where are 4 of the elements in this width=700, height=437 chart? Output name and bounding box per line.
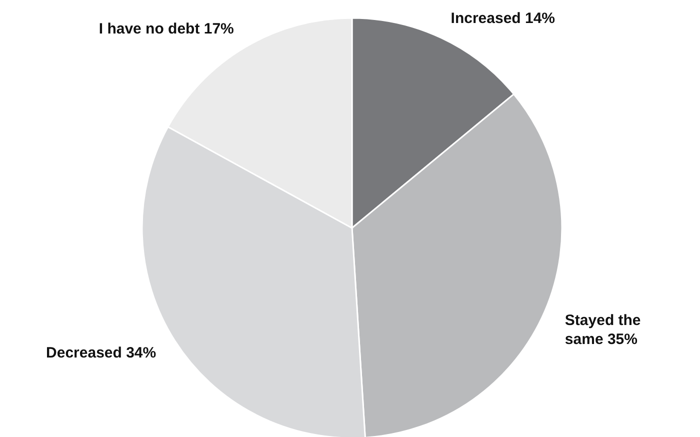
slice-label: I have no debt 17% [98, 20, 234, 38]
slice-label: Increased 14% [450, 10, 556, 28]
slice-label: Stayed the same 35% [564, 312, 641, 348]
slice-label: Decreased 34% [46, 344, 156, 362]
